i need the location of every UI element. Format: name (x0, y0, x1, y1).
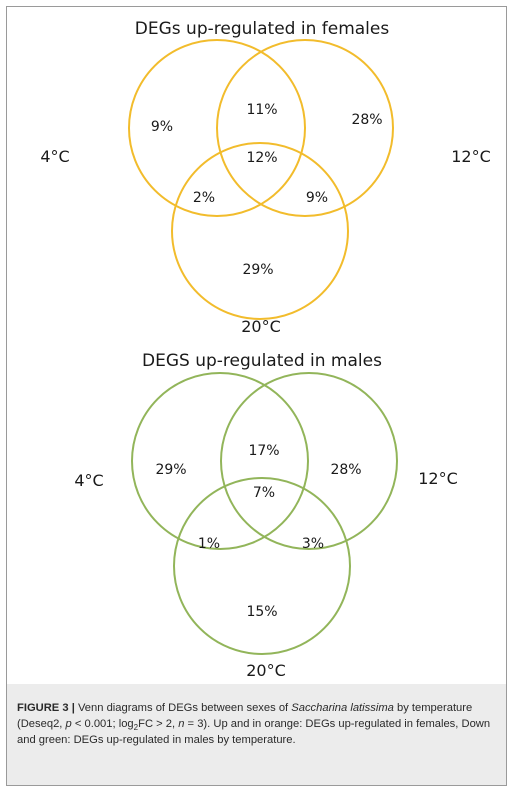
figure-frame (6, 6, 507, 786)
label-females-4c: 4°C (40, 147, 69, 166)
venn-males-title: DEGS up-regulated in males (142, 351, 382, 371)
label-males-20c: 20°C (246, 661, 286, 680)
region-females-12c-20c: 9% (306, 190, 328, 206)
region-females-only-20c: 29% (242, 262, 273, 278)
figure-caption: FIGURE 3 | Venn diagrams of DEGs between… (7, 684, 506, 785)
caption-text-1: Venn diagrams of DEGs between sexes of (74, 702, 292, 714)
caption-species: Saccharina latissima (291, 702, 394, 714)
circle-males-20c (173, 477, 351, 655)
region-females-only-12c: 28% (351, 112, 382, 128)
venn-females: DEGs up-regulated in females 4°C 12°C 20… (40, 19, 490, 336)
region-males-4c-20c: 1% (198, 536, 220, 552)
region-males-only-4c: 29% (155, 462, 186, 478)
caption-text-5: = 3). Up and in orange: DEGs up-regulate… (17, 718, 491, 747)
region-females-only-4c: 9% (151, 119, 173, 135)
caption-p: p (65, 718, 72, 731)
circle-males-12c (220, 372, 398, 550)
caption-text-3: < 0.001; log (71, 718, 134, 731)
venn-figure: DEGs up-regulated in females 4°C 12°C 20… (40, 19, 490, 680)
region-males-all: 7% (253, 485, 275, 501)
region-males-only-20c: 15% (246, 604, 277, 620)
venn-males: DEGS up-regulated in males 4°C 12°C 20°C… (74, 351, 457, 680)
circle-females-12c (216, 39, 394, 217)
label-males-12c: 12°C (418, 469, 458, 488)
region-males-4c-12c: 17% (248, 443, 279, 459)
circle-females-4c (128, 39, 306, 217)
caption-text-4: FC > 2, (138, 718, 179, 731)
label-females-12c: 12°C (451, 147, 491, 166)
caption-text-2: by temperature (Deseq2, (17, 702, 473, 731)
region-females-4c-20c: 2% (193, 190, 215, 206)
label-females-20c: 20°C (241, 317, 281, 336)
region-females-4c-12c: 11% (246, 102, 277, 118)
region-females-all: 12% (246, 150, 277, 166)
label-males-4c: 4°C (74, 471, 103, 490)
caption-n: n (178, 718, 185, 731)
venn-females-title: DEGs up-regulated in females (135, 19, 390, 39)
circle-males-4c (131, 372, 309, 550)
figure-label: FIGURE 3 | (17, 702, 75, 714)
region-males-12c-20c: 3% (302, 536, 324, 552)
circle-females-20c (171, 142, 349, 320)
caption-subscript: 2 (133, 723, 139, 733)
region-males-only-12c: 28% (330, 462, 361, 478)
